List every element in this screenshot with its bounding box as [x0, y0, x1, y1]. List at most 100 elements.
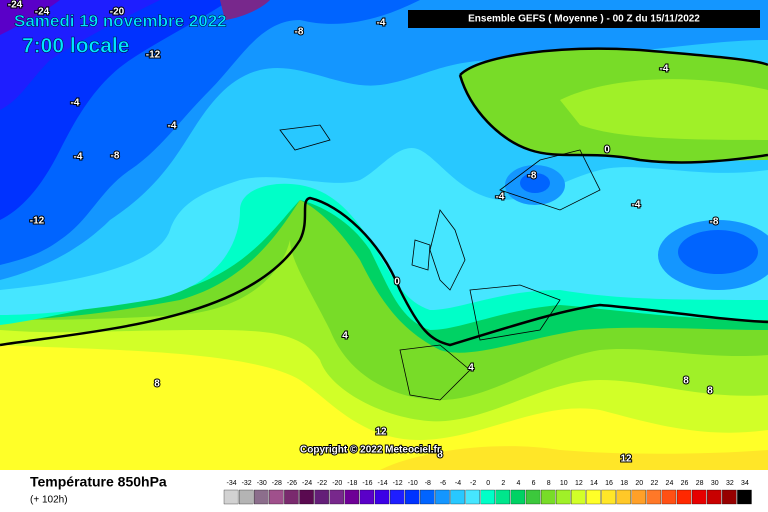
scale-swatch	[374, 489, 390, 505]
scale-swatch	[601, 489, 616, 505]
contour-label: -12	[146, 50, 161, 61]
scale-label: 2	[501, 480, 505, 487]
scale-label: 30	[711, 480, 719, 487]
scale-label: 26	[681, 480, 689, 487]
contour-label: 8	[154, 379, 160, 390]
scale-swatch	[525, 489, 541, 505]
scale-swatch	[631, 489, 646, 505]
contour-label: -12	[30, 216, 45, 227]
scale-swatch	[329, 489, 344, 505]
scale-label: -6	[440, 480, 446, 487]
contour-label: 12	[620, 454, 632, 465]
contour-label: -4	[74, 152, 83, 163]
scale-swatch	[722, 489, 737, 505]
scale-swatch	[586, 489, 601, 505]
scale-swatch	[238, 489, 254, 505]
scale-label: 6	[532, 480, 536, 487]
scale-label: 4	[516, 480, 520, 487]
copyright: Copyright © 2022 Meteociel.fr	[300, 445, 441, 456]
contour-label: -24	[35, 7, 50, 18]
scale-label: -24	[302, 480, 312, 487]
date: Samedi 19 novembre 2022	[14, 11, 227, 30]
scale-label: -28	[272, 480, 282, 487]
scale-label: -4	[455, 480, 461, 487]
scale-swatch	[359, 489, 375, 505]
scale-swatch	[420, 489, 435, 505]
scale-swatch	[616, 489, 631, 505]
scale-label: 18	[620, 480, 628, 487]
scale-swatch	[223, 489, 239, 505]
scale-swatch	[450, 489, 465, 505]
scale-label: 12	[575, 480, 583, 487]
scale-label: -18	[347, 480, 357, 487]
scale-label: 14	[590, 480, 598, 487]
scale-label: -34	[226, 480, 236, 487]
scale-swatch	[707, 489, 722, 505]
scale-swatch	[571, 489, 586, 505]
scale-label: -10	[408, 480, 418, 487]
contour-label: -4	[632, 200, 641, 211]
scale-swatch	[691, 489, 707, 505]
contour-label: 12	[375, 427, 387, 438]
scale-swatch	[737, 489, 752, 505]
contour-label: -4	[168, 121, 177, 132]
scale-swatch	[314, 489, 329, 505]
model-info: Ensemble GEFS ( Moyenne ) - 00 Z du 15/1…	[468, 14, 700, 25]
forecast-lead: (+ 102h)	[30, 495, 68, 506]
scale-label: -2	[470, 480, 476, 487]
scale-label: 22	[650, 480, 658, 487]
contour-label: 8	[683, 376, 689, 387]
contour-label: -8	[295, 27, 304, 38]
coastlines	[279, 124, 601, 401]
footer-title: Température 850hPa	[30, 474, 167, 490]
scale-label: -22	[317, 480, 327, 487]
contour-label: -8	[528, 171, 537, 182]
scale-label: 16	[605, 480, 613, 487]
scale-swatch	[254, 489, 269, 505]
contour-label: 8	[707, 386, 713, 397]
scale-label: -20	[332, 480, 342, 487]
scale-swatch	[556, 489, 571, 505]
scale-label: 10	[560, 480, 568, 487]
contour-labels: -24 -24 -20 -12 -8 -4 -4 -4 -4 -8 -12 -4 0 -8 -4 -4 -8 0 4…	[7, 0, 720, 466]
scale-label: 8	[547, 480, 551, 487]
contour-label: -4	[496, 192, 505, 203]
contour-label: -4	[660, 64, 669, 75]
scale-label: -8	[425, 480, 431, 487]
scale-label: -16	[362, 480, 372, 487]
scale-swatch	[495, 489, 511, 505]
scale-label: -14	[377, 480, 387, 487]
scale-swatch	[646, 489, 662, 505]
scale-swatch	[435, 489, 450, 505]
scale-label: 0	[486, 480, 490, 487]
contour-label: 4	[468, 363, 474, 374]
scale-swatch	[389, 489, 405, 505]
scale-label: 20	[635, 480, 643, 487]
contour-label: -4	[71, 98, 80, 109]
scale-swatch	[661, 489, 677, 505]
scale-swatch	[299, 489, 314, 505]
scale-label: -30	[257, 480, 267, 487]
temperature-field	[0, 0, 768, 470]
contour-label: 8	[437, 450, 443, 461]
contour-label: -8	[710, 217, 719, 228]
scale-swatch	[540, 489, 556, 505]
scale-swatch	[465, 489, 480, 505]
scale-label: -32	[242, 480, 252, 487]
contour-label: 0	[604, 145, 610, 156]
scale-swatch	[269, 489, 284, 505]
time: 7:00 locale	[22, 35, 129, 58]
contour-label: 0	[394, 277, 400, 288]
contour-label: -20	[110, 7, 125, 18]
contour-label: -24	[8, 0, 23, 11]
scale-swatch	[510, 489, 526, 505]
model-box	[408, 10, 760, 28]
scale-swatch	[405, 489, 420, 505]
scale-swatch	[676, 489, 692, 505]
contour-label: 4	[342, 331, 348, 342]
scale-label: -26	[287, 480, 297, 487]
color-scale: -34 -32 -30 -28 -26 -24 -22 -20 -18 -16 -14 -12 -10-…	[223, 480, 752, 505]
scale-label: 24	[666, 480, 674, 487]
contour-label: -4	[377, 18, 386, 29]
